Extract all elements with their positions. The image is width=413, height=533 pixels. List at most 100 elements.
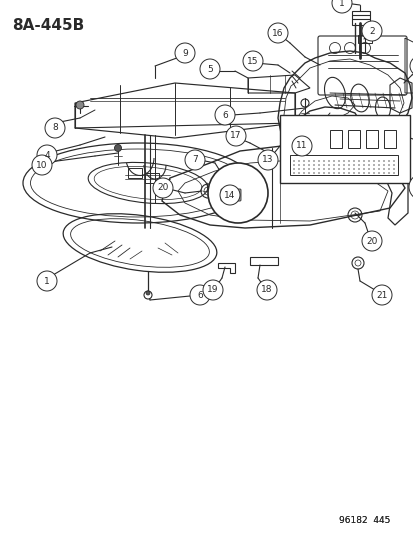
Bar	[279, 115, 409, 183]
Circle shape	[372, 168, 374, 170]
Text: 21: 21	[375, 290, 387, 300]
Circle shape	[292, 172, 294, 174]
Circle shape	[372, 172, 374, 174]
Circle shape	[297, 172, 299, 174]
Circle shape	[357, 160, 359, 162]
Circle shape	[313, 172, 314, 174]
Circle shape	[257, 150, 277, 170]
Circle shape	[45, 118, 65, 138]
Circle shape	[323, 164, 324, 166]
Circle shape	[153, 178, 173, 198]
FancyBboxPatch shape	[221, 189, 240, 201]
Circle shape	[392, 168, 394, 170]
Circle shape	[408, 174, 413, 200]
Bar	[351, 11, 369, 25]
Circle shape	[382, 160, 384, 162]
Circle shape	[361, 21, 381, 41]
Circle shape	[352, 172, 354, 174]
Circle shape	[347, 164, 349, 166]
Circle shape	[76, 101, 84, 109]
Text: 11: 11	[296, 141, 307, 150]
Text: 8A-445B: 8A-445B	[12, 18, 84, 33]
Text: 19: 19	[207, 286, 218, 295]
Circle shape	[323, 172, 324, 174]
Bar	[329, 130, 341, 148]
Circle shape	[409, 56, 413, 76]
Circle shape	[377, 164, 379, 166]
Circle shape	[37, 271, 57, 291]
Circle shape	[297, 160, 299, 162]
Circle shape	[332, 160, 334, 162]
Circle shape	[313, 160, 314, 162]
Circle shape	[146, 291, 150, 295]
Circle shape	[342, 172, 344, 174]
Circle shape	[292, 164, 294, 166]
Bar	[383, 130, 395, 148]
Circle shape	[214, 105, 235, 125]
Text: 6: 6	[197, 290, 202, 300]
Circle shape	[185, 150, 204, 170]
Circle shape	[323, 160, 324, 162]
Bar	[145, 173, 159, 183]
Circle shape	[377, 160, 379, 162]
Circle shape	[190, 285, 209, 305]
Circle shape	[226, 187, 233, 193]
Circle shape	[267, 23, 287, 43]
Bar	[347, 130, 359, 148]
Circle shape	[302, 172, 304, 174]
Circle shape	[371, 285, 391, 305]
Circle shape	[337, 168, 339, 170]
Circle shape	[357, 168, 359, 170]
Circle shape	[332, 168, 334, 170]
Circle shape	[362, 160, 364, 162]
Text: 6: 6	[222, 110, 227, 119]
Text: 7: 7	[192, 156, 197, 165]
Circle shape	[372, 164, 374, 166]
Circle shape	[328, 164, 329, 166]
Circle shape	[342, 168, 344, 170]
Circle shape	[207, 163, 267, 223]
Text: 1: 1	[44, 277, 50, 286]
Bar	[128, 168, 142, 178]
Circle shape	[347, 172, 349, 174]
Circle shape	[387, 160, 389, 162]
Text: 96182  445: 96182 445	[338, 516, 389, 525]
Circle shape	[332, 172, 334, 174]
Bar	[249, 257, 277, 265]
Text: 13: 13	[261, 156, 273, 165]
Circle shape	[392, 160, 394, 162]
Text: 2: 2	[368, 27, 374, 36]
Bar	[289, 155, 397, 175]
Circle shape	[372, 160, 374, 162]
Circle shape	[362, 164, 364, 166]
Text: 20: 20	[157, 183, 168, 192]
Circle shape	[291, 136, 311, 156]
Circle shape	[382, 172, 384, 174]
Text: 17: 17	[230, 132, 241, 141]
Text: 5: 5	[206, 64, 212, 74]
Circle shape	[332, 164, 334, 166]
Circle shape	[302, 164, 304, 166]
Circle shape	[318, 168, 319, 170]
Circle shape	[387, 168, 389, 170]
Bar	[357, 35, 371, 43]
Circle shape	[202, 280, 223, 300]
Circle shape	[362, 172, 364, 174]
Circle shape	[297, 168, 299, 170]
Circle shape	[323, 168, 324, 170]
Circle shape	[175, 43, 195, 63]
Circle shape	[337, 160, 339, 162]
Circle shape	[114, 144, 121, 151]
Circle shape	[367, 164, 369, 166]
Circle shape	[367, 168, 369, 170]
Circle shape	[337, 172, 339, 174]
Circle shape	[302, 160, 304, 162]
Text: 10: 10	[36, 160, 47, 169]
Circle shape	[225, 126, 245, 146]
Circle shape	[256, 280, 276, 300]
Text: 1: 1	[338, 0, 344, 7]
Text: 18: 18	[261, 286, 272, 295]
Circle shape	[307, 168, 309, 170]
Circle shape	[219, 185, 240, 205]
Circle shape	[328, 168, 329, 170]
